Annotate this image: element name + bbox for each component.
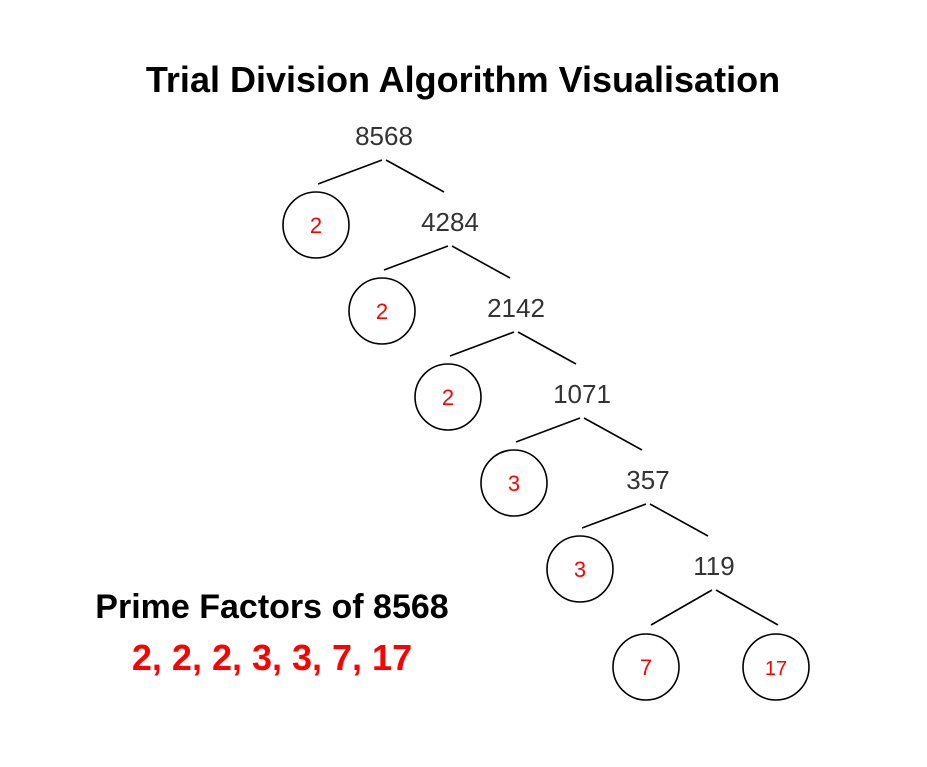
level-0-right-branch [385,159,445,193]
level-4-left-branch [581,503,647,529]
level-1-right-branch [451,245,511,279]
factor-node-2-label: 2 [376,299,388,324]
level-1-left-branch [383,245,449,271]
factor-node-5-label: 3 [574,557,586,582]
root-number: 8568 [355,121,413,151]
diagram-title: Trial Division Algorithm Visualisation [146,59,780,100]
factor-tree: 8568 2 4284 2 2142 2 1071 3 357 3 119 7 17 [282,121,810,701]
factor-node-5-circle [546,535,614,603]
level-3-left-branch [515,417,581,443]
factor-node-1-circle [282,191,350,259]
summary-factor-list: 2, 2, 2, 3, 3, 7, 17 [132,637,412,678]
factor-node-1-label: 2 [310,213,322,238]
quotient-number-5: 119 [693,551,734,581]
factor-node-3: 2 [414,363,482,431]
factor-node-4-circle [480,449,548,517]
factor-node-3-circle [414,363,482,431]
final-right-branch [715,589,779,626]
final-factor-right-circle [742,633,810,701]
quotient-number-3: 1071 [553,379,611,409]
quotient-number-1: 4284 [421,207,479,237]
final-factor-right: 17 [742,633,810,701]
level-2-left-branch [449,331,515,357]
final-left-branch [650,589,713,626]
final-factor-left-label: 7 [640,655,652,680]
level-2-right-branch [517,331,577,365]
factor-node-3-label: 2 [442,385,454,410]
level-4-right-branch [649,503,709,537]
factor-node-5: 3 [546,535,614,603]
quotient-number-2: 2142 [487,293,545,323]
final-factor-right-label: 17 [765,658,787,680]
quotient-number-4: 357 [626,465,669,495]
factor-node-2-circle [348,277,416,345]
factor-node-1: 2 [282,191,350,259]
factor-node-2: 2 [348,277,416,345]
factor-node-4: 3 [480,449,548,517]
final-factor-left-circle [612,633,680,701]
level-0-left-branch [317,159,383,185]
level-3-right-branch [583,417,643,451]
factor-node-4-label: 3 [508,471,520,496]
summary-title: Prime Factors of 8568 [95,588,448,626]
final-factor-left: 7 [612,633,680,701]
